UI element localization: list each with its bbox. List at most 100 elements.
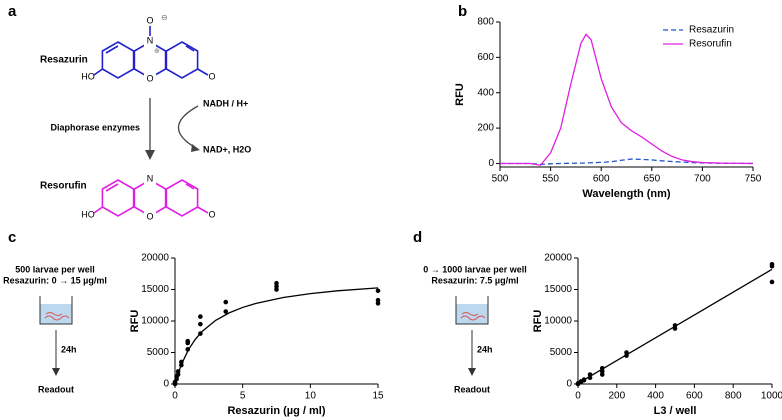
legend-label: Resorufin [689,39,732,50]
y-tick-label: 15000 [544,284,572,295]
point [274,284,279,289]
x-tick-label: 750 [745,174,762,185]
point [185,338,191,344]
y-tick-label: 10000 [141,316,169,327]
point [769,279,775,285]
x-tick-label: 400 [647,391,664,402]
y-tick-label: 15000 [141,284,169,295]
cofactor: NAD+, H2O [203,144,251,154]
charge: ⊕ [154,48,160,55]
protocol-line: Resazurin: 7.5 µg/ml [431,275,518,285]
point [198,321,203,327]
x-tick-label: 0 [575,391,581,402]
protocol-line: 0 → 1000 larvae per well [423,264,527,274]
y-axis-label: RFU [454,83,466,106]
time: 24h [61,344,77,354]
panel-label: b [458,3,467,20]
larvae [460,312,486,321]
series-line [174,287,379,385]
x-tick-label: 15 [372,391,384,402]
point [274,287,279,292]
x-tick-label: 700 [694,174,711,185]
series-line [500,33,754,166]
panel-label: d [413,229,422,246]
cofactor: NADH / H+ [203,98,248,108]
y-tick-label: 20000 [141,253,169,264]
y-tick-label: 800 [477,17,494,28]
y-tick-label: 0 [566,379,572,390]
point [274,280,279,286]
atom: O [146,73,153,83]
atom: O [208,71,215,81]
readout: Readout [38,384,74,394]
x-tick-label: 10 [305,391,317,402]
x-tick-label: 5 [240,391,246,402]
panel-label: c [8,229,16,246]
resorufin-structure [93,179,209,217]
arrowhead [468,368,476,376]
x-axis-label: Wavelength (nm) [582,188,671,200]
point [375,288,381,294]
atom: O [146,211,153,221]
point [599,372,605,377]
atom-bg [144,211,156,222]
atom: HO [81,71,95,81]
series-line [577,268,773,384]
x-tick-label: 800 [725,391,742,402]
larvae [44,312,70,321]
y-tick-label: 400 [477,87,494,98]
charge: ⊖ [161,13,168,22]
x-axis-label: L3 / well [654,405,697,417]
enzyme: Diaphorase enzymes [50,122,140,132]
y-tick-label: 200 [477,123,494,134]
well [39,296,73,325]
y-tick-label: 20000 [544,253,572,264]
point [223,309,229,314]
y-tick-label: 10000 [544,316,572,327]
y-tick-label: 5000 [550,347,573,358]
resazurin-structure [93,26,209,79]
point [198,314,203,319]
protocol-c: 500 larvae per well Resazurin: 0 → 15 µg… [3,264,107,394]
y-axis-label: RFU [532,310,544,333]
protocol-line: 500 larvae per well [15,264,95,274]
cofactor-arrow [177,105,199,149]
x-tick-label: 200 [608,391,625,402]
x-tick-label: 600 [686,391,703,402]
atom: O [208,209,215,219]
atom: N [147,35,154,45]
protocol-line: Resazurin: 0 → 15 µg/ml [3,275,107,285]
x-tick-label: 600 [593,174,610,185]
series-line [500,158,754,165]
atom-bg [144,36,156,47]
y-tick-label: 600 [477,52,494,63]
arrowhead [145,150,155,160]
product: Resorufin [40,181,87,192]
y-axis-label: RFU [129,310,141,333]
legend-label: Resazurin [689,25,734,36]
atom: HO [81,209,95,219]
protocol-d: 0 → 1000 larvae per well Resazurin: 7.5 … [423,264,527,394]
panel-label: a [8,3,17,20]
substrate: Resazurin [40,55,88,66]
time: 24h [477,344,493,354]
well [455,296,489,325]
y-tick-label: 0 [163,379,169,390]
x-axis-label: Resazurin (µg / ml) [227,405,325,417]
atom-bg [144,73,156,84]
y-tick-label: 5000 [147,347,170,358]
point [375,297,381,303]
atom: O [146,15,153,25]
x-tick-label: 550 [542,174,559,185]
x-tick-label: 0 [172,391,178,402]
x-tick-label: 500 [492,174,509,185]
point [769,262,775,267]
arrowhead [191,144,200,152]
x-tick-label: 1000 [761,391,782,402]
readout: Readout [454,384,490,394]
well-liquid [40,304,72,324]
arrowhead [52,368,60,376]
x-tick-label: 650 [643,174,660,185]
atom-bg [144,174,156,185]
